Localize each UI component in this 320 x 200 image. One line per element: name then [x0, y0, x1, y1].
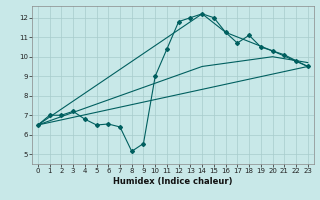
- X-axis label: Humidex (Indice chaleur): Humidex (Indice chaleur): [113, 177, 233, 186]
